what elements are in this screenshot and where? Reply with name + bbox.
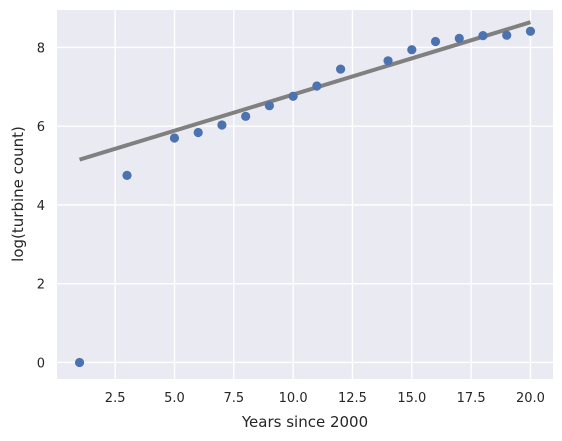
data-point	[74, 357, 85, 368]
data-point	[312, 81, 322, 91]
data-points	[74, 26, 536, 368]
x-tick-label: 5.0	[164, 391, 185, 406]
data-point	[478, 30, 488, 41]
y-tick-label: 4	[37, 199, 45, 214]
x-tick-label: 2.5	[105, 391, 126, 406]
data-point	[383, 56, 393, 66]
data-point	[454, 33, 464, 43]
plot-area	[57, 10, 553, 379]
data-point	[169, 133, 180, 143]
data-point	[525, 26, 536, 36]
y-axis-label: log(turbine count)	[9, 126, 27, 262]
x-axis-label: Years since 2000	[241, 413, 368, 431]
y-tick-label: 2	[37, 278, 45, 293]
y-tick-label: 0	[37, 356, 45, 371]
x-tick-label: 7.5	[223, 391, 244, 406]
x-tick-label: 17.5	[457, 391, 486, 406]
x-tick-label: 15.0	[397, 391, 426, 406]
fit-line-layer	[78, 20, 532, 162]
data-point	[217, 120, 227, 130]
data-point	[430, 36, 441, 47]
x-tick-label: 20.0	[516, 391, 545, 406]
data-point	[241, 111, 251, 121]
data-point	[407, 45, 417, 55]
x-tick-label: 10.0	[279, 391, 308, 406]
y-tick-label: 8	[37, 41, 45, 56]
data-point	[288, 91, 298, 101]
y-tick-label: 6	[37, 120, 45, 135]
data-point	[502, 30, 512, 40]
grid	[57, 10, 553, 379]
data-point	[335, 64, 346, 74]
x-tick-label: 12.5	[338, 391, 367, 406]
x-tick-labels: 2.5 5.0 7.5 10.0 12.5 15.0 17.5 20.0	[105, 391, 545, 406]
data-point	[193, 127, 203, 138]
y-tick-labels: 0 2 4 6 8	[37, 41, 45, 371]
fit-line	[78, 20, 532, 162]
data-point	[122, 170, 132, 181]
data-point	[264, 101, 275, 111]
